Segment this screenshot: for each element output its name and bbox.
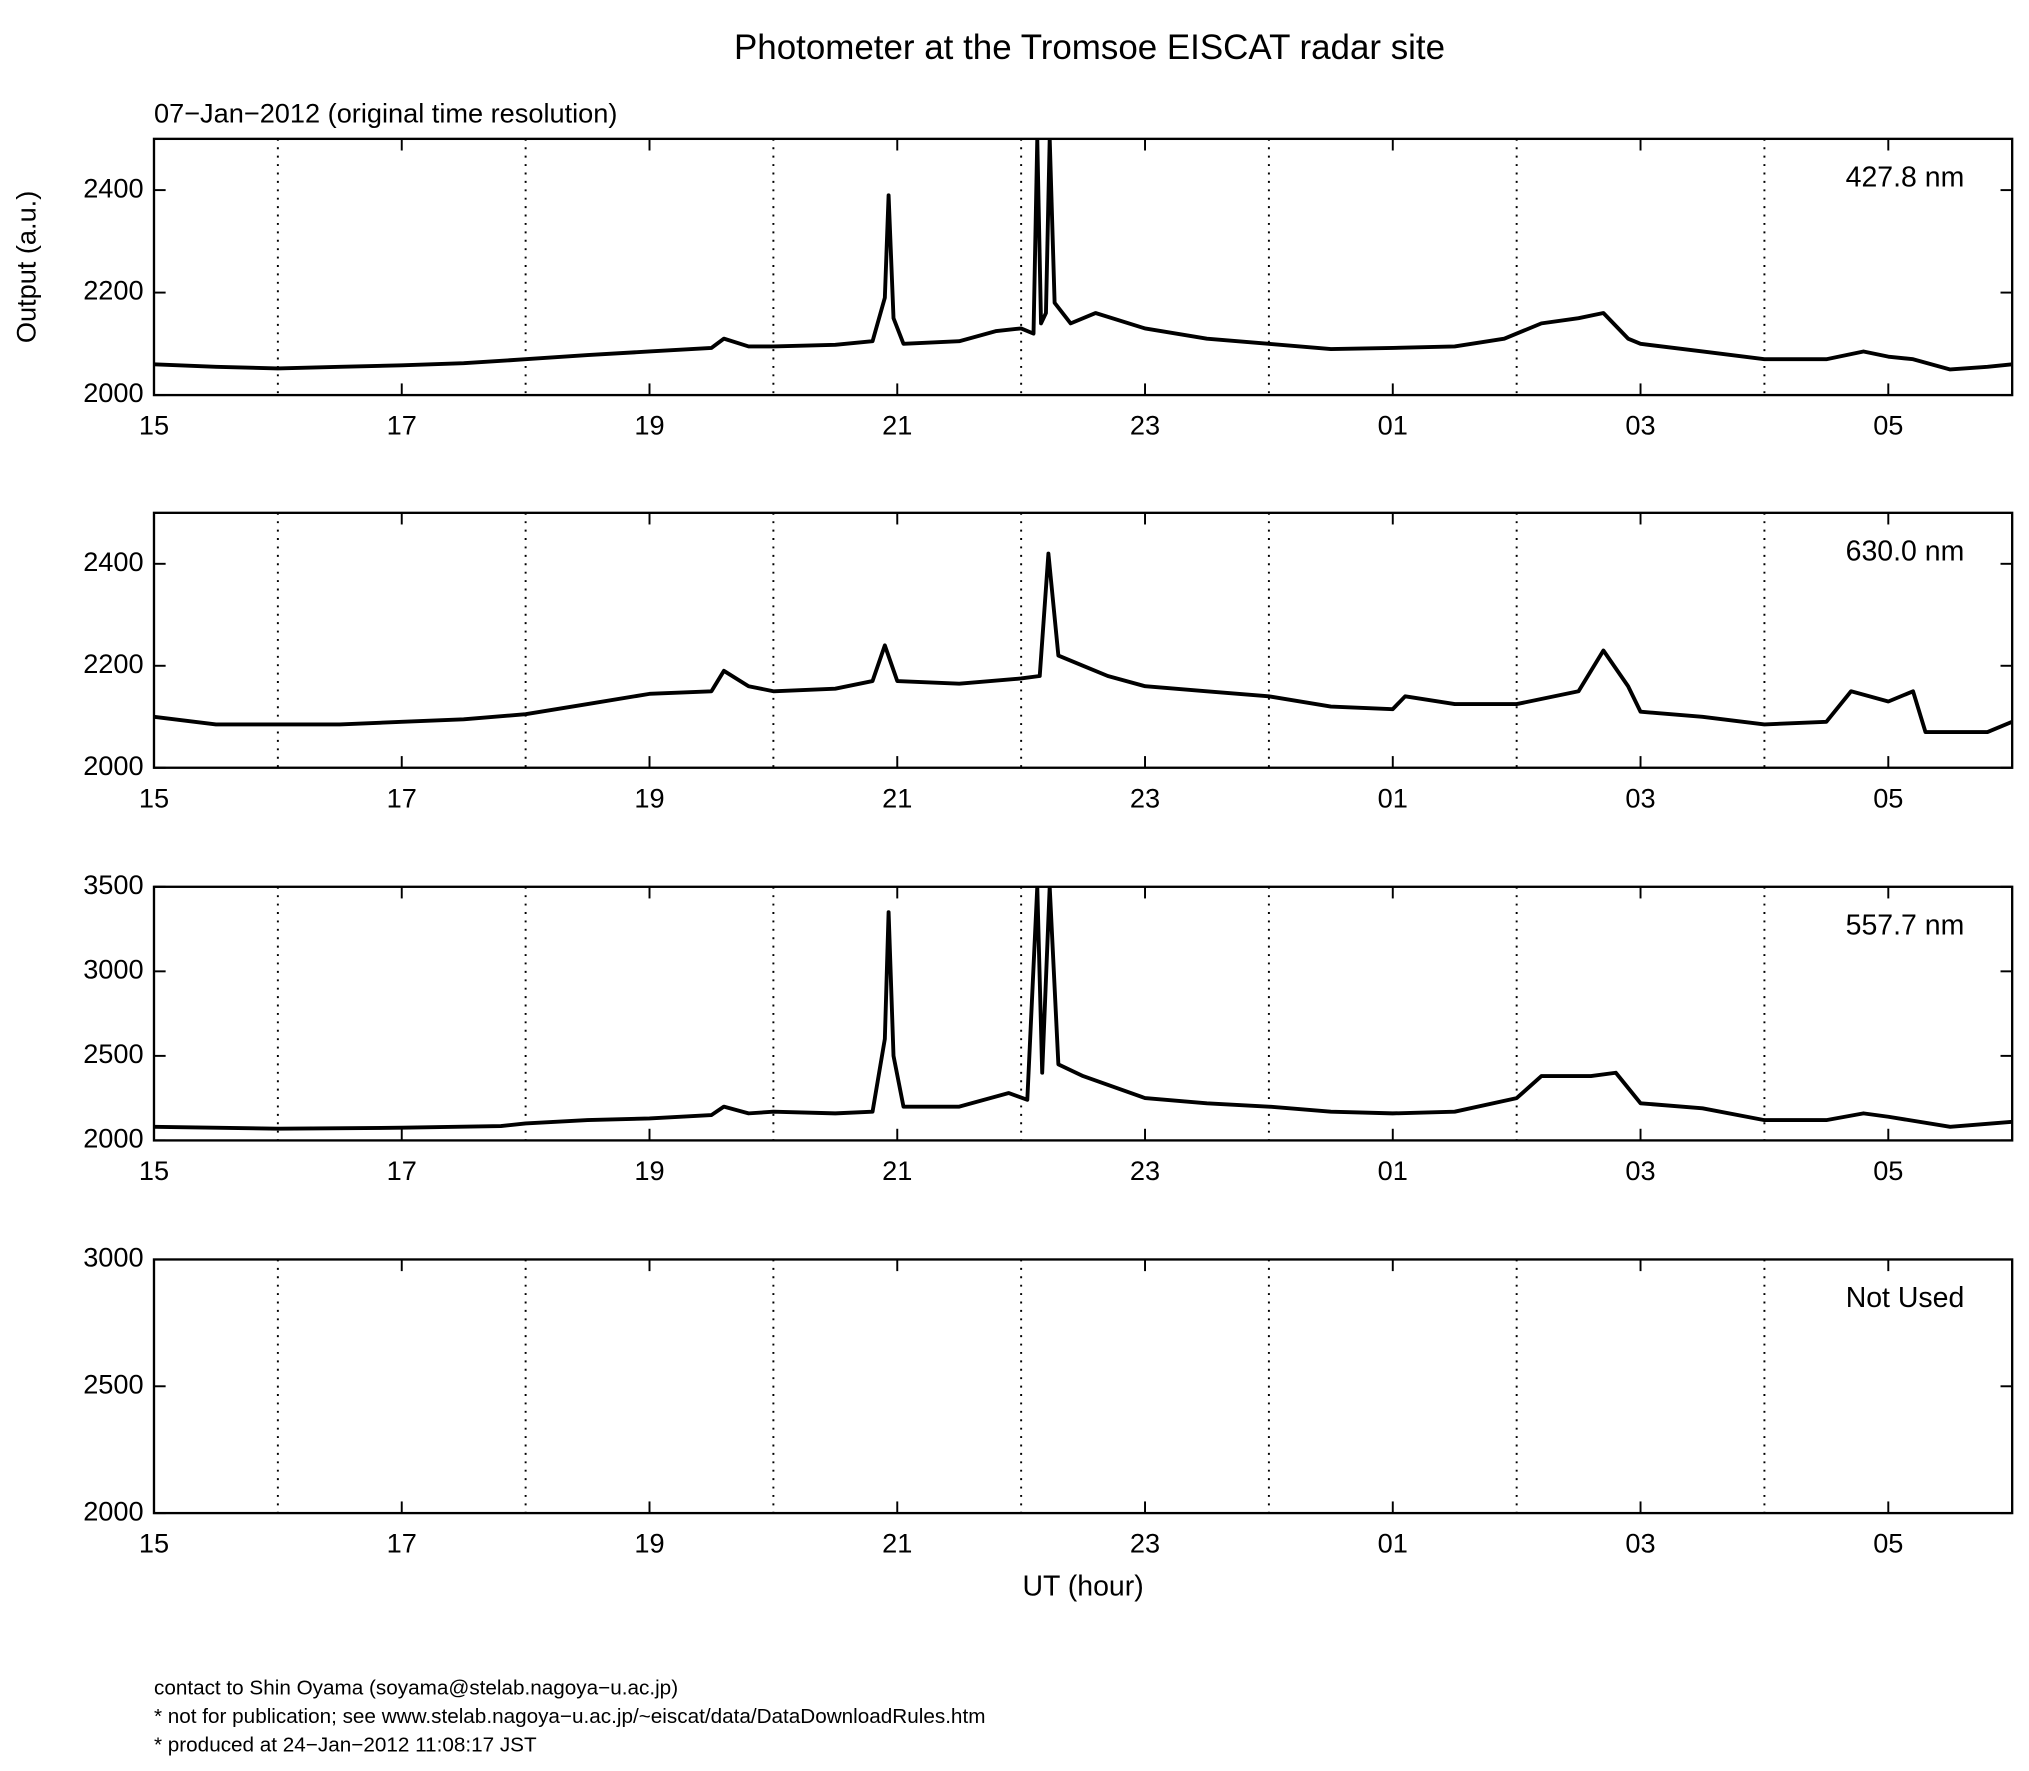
x-tick-label: 17 (387, 1155, 417, 1186)
x-axis-label: UT (hour) (1022, 1571, 1143, 1603)
plot-frame (152, 137, 2014, 397)
x-tick-label: 19 (634, 1155, 664, 1186)
x-tick-label: 05 (1873, 410, 1903, 441)
x-tick-label: 03 (1625, 1155, 1655, 1186)
x-tick-label: 01 (1378, 1528, 1408, 1559)
x-tick-label: 01 (1378, 410, 1408, 441)
y-tick-label: 3000 (83, 1242, 143, 1273)
y-tick-label: 3000 (83, 954, 143, 985)
plot-frame (152, 885, 2014, 1142)
x-tick-label: 17 (387, 1528, 417, 1559)
x-tick-label: 05 (1873, 1528, 1903, 1559)
data-line (153, 138, 2013, 372)
y-tick-label: 2000 (83, 750, 143, 781)
figure-title: Photometer at the Tromsoe EISCAT radar s… (734, 28, 1445, 67)
x-tick-label: 03 (1625, 782, 1655, 813)
footer-line: * produced at 24−Jan−2012 11:08:17 JST (154, 1733, 537, 1756)
annotation: 557.7 nm (1846, 909, 1965, 941)
y-tick-label: 2000 (83, 377, 143, 408)
x-tick-label: 15 (139, 1155, 169, 1186)
plot-frame (152, 1258, 2014, 1515)
x-tick-label: 17 (387, 410, 417, 441)
annotation: 630.0 nm (1846, 535, 1965, 567)
x-tick-label: 15 (139, 410, 169, 441)
x-tick-label: 23 (1130, 1528, 1160, 1559)
x-tick-label: 21 (882, 1155, 912, 1186)
x-tick-label: 03 (1625, 1528, 1655, 1559)
y-tick-label: 2400 (83, 546, 143, 577)
x-tick-label: 17 (387, 782, 417, 813)
data-line (153, 551, 2013, 734)
x-tick-label: 15 (139, 782, 169, 813)
y-tick-label: 2500 (83, 1368, 143, 1399)
y-tick-label: 2400 (83, 172, 143, 203)
x-tick-label: 15 (139, 1528, 169, 1559)
x-tick-label: 01 (1378, 782, 1408, 813)
plot-frame (152, 511, 2014, 769)
y-tick-label: 2200 (83, 275, 143, 306)
x-tick-label: 05 (1873, 782, 1903, 813)
x-tick-label: 01 (1378, 1155, 1408, 1186)
y-tick-label: 2000 (83, 1123, 143, 1154)
x-tick-label: 19 (634, 1528, 664, 1559)
data-line (153, 886, 2013, 1131)
x-tick-label: 21 (882, 410, 912, 441)
y-tick-label: 3500 (83, 869, 143, 900)
subtitle: 07−Jan−2012 (original time resolution) (154, 98, 617, 129)
annotation: 427.8 nm (1846, 161, 1965, 193)
annotation: Not Used (1846, 1282, 1965, 1314)
x-tick-label: 23 (1130, 1155, 1160, 1186)
y-tick-label: 2500 (83, 1038, 143, 1069)
x-tick-label: 23 (1130, 410, 1160, 441)
footer-line: * not for publication; see www.stelab.na… (154, 1705, 985, 1728)
x-tick-label: 23 (1130, 782, 1160, 813)
footer-line: contact to Shin Oyama (soyama@stelab.nag… (154, 1677, 678, 1700)
y-axis-label: Output (a.u.) (11, 191, 42, 343)
y-tick-label: 2000 (83, 1495, 143, 1526)
x-tick-label: 19 (634, 410, 664, 441)
x-tick-label: 21 (882, 782, 912, 813)
x-tick-label: 05 (1873, 1155, 1903, 1186)
y-tick-label: 2200 (83, 648, 143, 679)
x-tick-label: 19 (634, 782, 664, 813)
x-tick-label: 21 (882, 1528, 912, 1559)
x-tick-label: 03 (1625, 410, 1655, 441)
